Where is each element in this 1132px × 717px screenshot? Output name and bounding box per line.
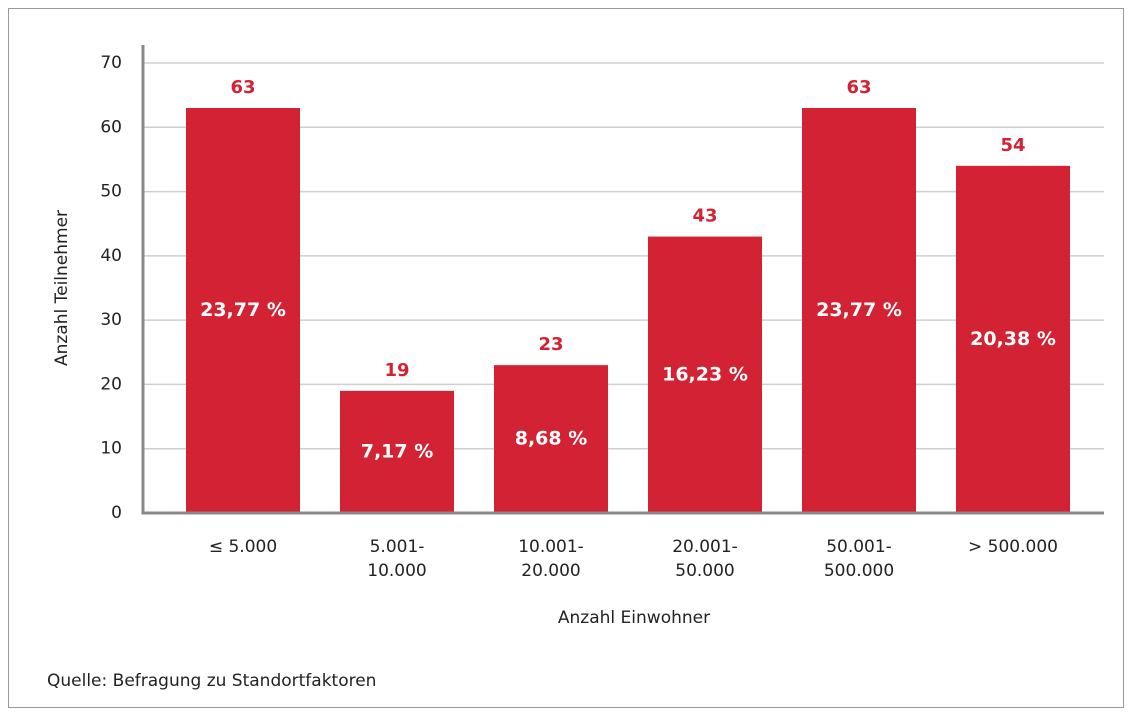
y-tick-label: 20 (100, 374, 122, 394)
bar (494, 365, 608, 513)
y-axis-label: Anzahl Teilnehmer (52, 210, 72, 366)
value-label: 43 (692, 206, 717, 227)
x-tick-label: 50.001- 500.000 (823, 537, 895, 581)
value-label: 63 (230, 77, 255, 98)
bar (340, 390, 454, 513)
y-tick-label: 30 (100, 310, 122, 330)
x-axis-label: Anzahl Einwohner (558, 608, 710, 628)
bar (956, 165, 1070, 513)
y-tick-label: 0 (111, 503, 122, 523)
bar (802, 108, 916, 513)
x-tick-label: > 500.000 (968, 537, 1058, 557)
y-tick-label: 10 (100, 439, 122, 459)
value-label: 63 (846, 77, 871, 98)
source: Quelle: Befragung zu Standortfaktoren (47, 671, 376, 691)
x-tick-label: 20.001- 50.000 (672, 537, 738, 581)
y-tick-label: 40 (100, 246, 122, 266)
bar (648, 236, 762, 514)
x-tick-label: 5.001- 10.000 (367, 537, 427, 581)
x-tick-label: ≤ 5.000 (208, 537, 278, 557)
percentage-label: 7,17 % (361, 440, 434, 462)
percentage-label: 23,77 % (816, 299, 902, 321)
frame (8, 8, 1124, 708)
percentage-label: 20,38 % (970, 328, 1056, 350)
y-tick-label: 70 (100, 53, 122, 73)
percentage-label: 8,68 % (515, 428, 588, 450)
y-tick-label: 60 (100, 117, 122, 137)
value-label: 19 (384, 360, 409, 381)
bar (186, 108, 300, 513)
value-label: 54 (1000, 135, 1025, 156)
value-label: 23 (538, 334, 563, 355)
percentage-label: 16,23 % (662, 363, 748, 385)
percentage-label: 23,77 % (200, 299, 286, 321)
y-tick-label: 50 (100, 182, 122, 202)
x-tick-label: 10.001- 20.000 (518, 537, 584, 581)
